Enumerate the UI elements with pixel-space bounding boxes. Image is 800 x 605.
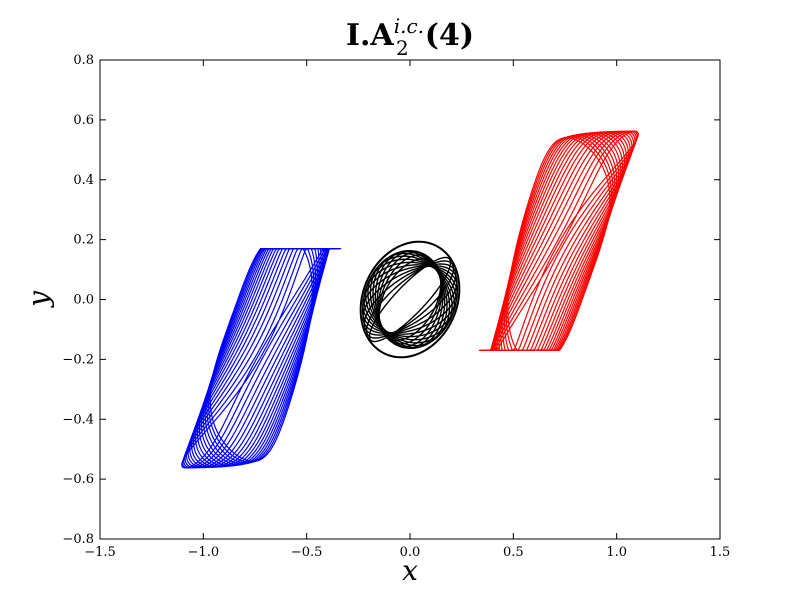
title-suffix: (4) <box>425 18 474 53</box>
title-subscript: 2 <box>396 36 409 60</box>
y-tick-label: 0.6 <box>73 113 94 128</box>
y-tick-label: 0.0 <box>73 293 94 308</box>
x-tick-label: 1.0 <box>606 545 627 560</box>
y-tick-label: −0.8 <box>62 532 94 547</box>
black-orbit-loop <box>368 256 452 343</box>
y-tick-label: 0.8 <box>73 53 94 68</box>
x-tick-label: 0.5 <box>503 545 524 560</box>
blue-orbit-loop <box>184 248 338 469</box>
blue-orbit-loop <box>196 248 326 467</box>
curves <box>181 130 639 469</box>
x-tick-label: −1.5 <box>84 545 116 560</box>
x-tick-label: −1.0 <box>188 545 220 560</box>
red-orbit-loop <box>485 130 633 351</box>
x-tick-label: 1.5 <box>710 545 731 560</box>
red-orbit-loop <box>494 132 624 351</box>
title-superscript: i.c. <box>394 14 424 38</box>
ticks: −1.5 −1.0 −0.5 0.0 0.5 1.0 1.5 −0.8 −0.6 −0.4 −0.2… <box>62 53 730 560</box>
title-main: I.A <box>346 18 394 53</box>
x-axis-label: x <box>402 554 418 587</box>
red-orbit-loop <box>507 137 611 351</box>
x-tick-label: 0.0 <box>400 545 421 560</box>
blue-orbit-loop <box>192 248 330 468</box>
y-tick-label: −0.4 <box>62 412 94 427</box>
blue-orbit-loop <box>187 248 335 469</box>
chart-title: I.Ai.c. 2 (4) <box>346 14 474 60</box>
y-tick-label: −0.6 <box>62 472 94 487</box>
y-tick-label: 0.4 <box>73 173 94 188</box>
red-orbit-loop <box>482 130 636 351</box>
black-orbit-outer <box>359 240 461 359</box>
y-tick-label: −0.2 <box>62 352 94 367</box>
red-orbit-loop <box>483 130 635 351</box>
blue-orbit-loop <box>209 248 313 462</box>
x-tick-label: −0.5 <box>291 545 323 560</box>
blue-orbit-loop <box>185 248 337 469</box>
y-axis-label: y <box>22 290 55 309</box>
red-orbit-loop <box>490 131 628 351</box>
y-tick-label: 0.2 <box>73 233 94 248</box>
